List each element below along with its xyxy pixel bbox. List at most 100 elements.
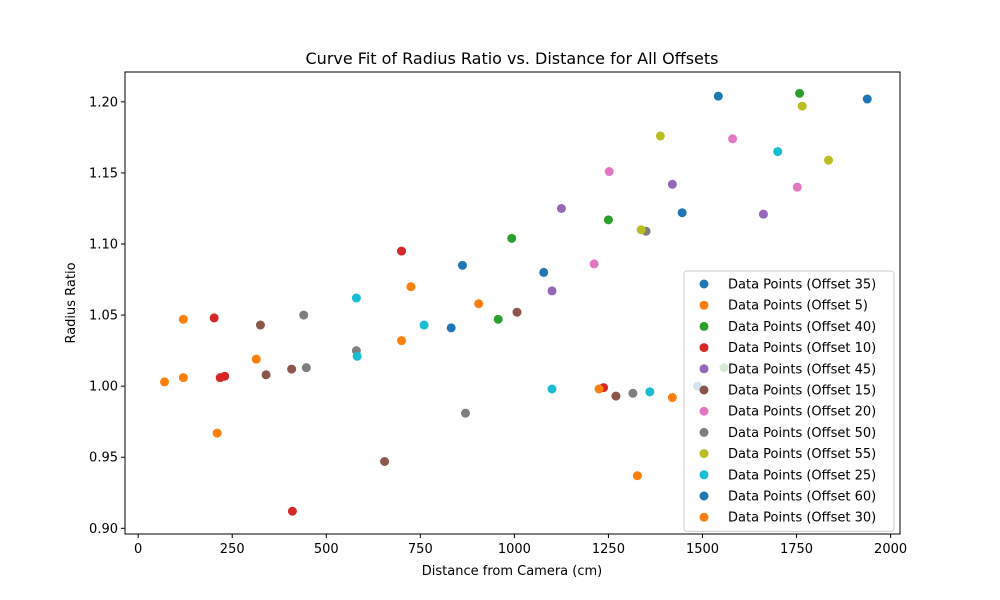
data-point (457, 260, 467, 270)
y-tick-label: 1.20 (89, 95, 118, 110)
data-point (667, 179, 677, 189)
y-tick-label: 0.95 (89, 451, 118, 466)
data-point (397, 246, 407, 256)
data-point (797, 101, 807, 111)
legend-label: Data Points (Offset 25) (728, 468, 876, 483)
data-points (160, 88, 872, 516)
data-point (758, 209, 768, 219)
y-tick-label: 1.15 (89, 166, 118, 181)
legend-marker (699, 427, 709, 437)
legend-marker (699, 512, 709, 522)
legend-label: Data Points (Offset 35) (728, 278, 876, 293)
data-point (556, 203, 566, 213)
data-point (460, 408, 470, 418)
data-point (446, 323, 456, 333)
legend-entry: Data Points (Offset 50) (699, 426, 876, 441)
legend-marker (699, 449, 709, 459)
x-tick-label: 1750 (780, 542, 813, 557)
legend-entry: Data Points (Offset 5) (699, 299, 868, 314)
data-point (299, 310, 309, 320)
legend-entry: Data Points (Offset 60) (699, 490, 876, 505)
series-9 (351, 147, 783, 397)
legend-marker (699, 300, 709, 310)
series-5 (255, 307, 621, 467)
legend-label: Data Points (Offset 30) (728, 511, 876, 526)
data-point (713, 91, 723, 101)
legend-entry: Data Points (Offset 15) (699, 384, 876, 399)
series-8 (636, 101, 834, 235)
data-point (255, 320, 265, 330)
data-point (178, 373, 188, 383)
data-point (795, 88, 805, 98)
legend-marker (699, 385, 709, 395)
data-point (773, 147, 783, 157)
x-tick-label: 1000 (498, 542, 531, 557)
x-tick-label: 2000 (874, 542, 907, 557)
data-point (603, 215, 613, 225)
series-11 (594, 384, 677, 481)
data-point (539, 267, 549, 277)
y-tick-label: 0.90 (89, 522, 118, 537)
data-point (352, 351, 362, 361)
data-point (636, 225, 646, 235)
data-point (209, 313, 219, 323)
legend-label: Data Points (Offset 40) (728, 320, 876, 335)
series-0 (457, 91, 723, 277)
data-point (677, 208, 687, 218)
legend-entry: Data Points (Offset 10) (699, 341, 876, 356)
legend-entry: Data Points (Offset 35) (699, 278, 876, 293)
legend-label: Data Points (Offset 60) (728, 490, 876, 505)
legend-entry: Data Points (Offset 20) (699, 405, 876, 420)
series-4 (547, 179, 768, 296)
data-point (589, 259, 599, 269)
y-axis-label: Radius Ratio (64, 262, 79, 343)
series-6 (589, 134, 802, 269)
data-point (287, 364, 297, 374)
data-point (351, 293, 361, 303)
x-axis: 0 250 500 750 1000 1250 1500 1750 2000 (134, 534, 907, 557)
data-point (628, 388, 638, 398)
data-point (301, 363, 311, 373)
data-point (604, 167, 614, 177)
legend: Data Points (Offset 35) Data Points (Offs… (683, 270, 895, 532)
legend-label: Data Points (Offset 10) (728, 341, 876, 356)
legend-entry: Data Points (Offset 40) (699, 320, 876, 335)
data-point (493, 314, 503, 324)
legend-entry: Data Points (Offset 55) (699, 447, 876, 462)
series-3 (209, 246, 609, 516)
data-point (474, 299, 484, 309)
legend-label: Data Points (Offset 45) (728, 362, 876, 377)
legend-marker (699, 321, 709, 331)
data-point (611, 391, 621, 401)
data-point (594, 384, 604, 394)
x-axis-label: Distance from Camera (cm) (422, 564, 602, 579)
data-point (220, 371, 230, 381)
legend-label: Data Points (Offset 50) (728, 426, 876, 441)
y-tick-label: 1.05 (89, 309, 118, 324)
data-point (667, 393, 677, 403)
data-point (406, 282, 416, 292)
data-point (380, 457, 390, 467)
y-tick-label: 1.10 (89, 238, 118, 253)
x-tick-label: 0 (134, 542, 142, 557)
data-point (645, 387, 655, 397)
legend-label: Data Points (Offset 15) (728, 384, 876, 399)
data-point (397, 336, 407, 346)
data-point (261, 370, 271, 380)
data-point (547, 286, 557, 296)
chart-title: Curve Fit of Radius Ratio vs. Distance f… (306, 49, 719, 68)
legend-entry: Data Points (Offset 25) (699, 468, 876, 483)
legend-marker (699, 343, 709, 353)
legend-marker (699, 364, 709, 374)
plot-frame (124, 71, 901, 535)
legend-marker (699, 406, 709, 416)
x-tick-label: 1500 (686, 542, 719, 557)
data-point (178, 314, 188, 324)
data-point (212, 428, 222, 438)
legend-label: Data Points (Offset 5) (728, 299, 868, 314)
data-point (287, 506, 297, 516)
y-axis: 0.90 0.95 1.00 1.05 1.10 1.15 1.20 (89, 95, 125, 537)
legend-entry: Data Points (Offset 30) (699, 511, 876, 526)
data-point (632, 471, 642, 481)
